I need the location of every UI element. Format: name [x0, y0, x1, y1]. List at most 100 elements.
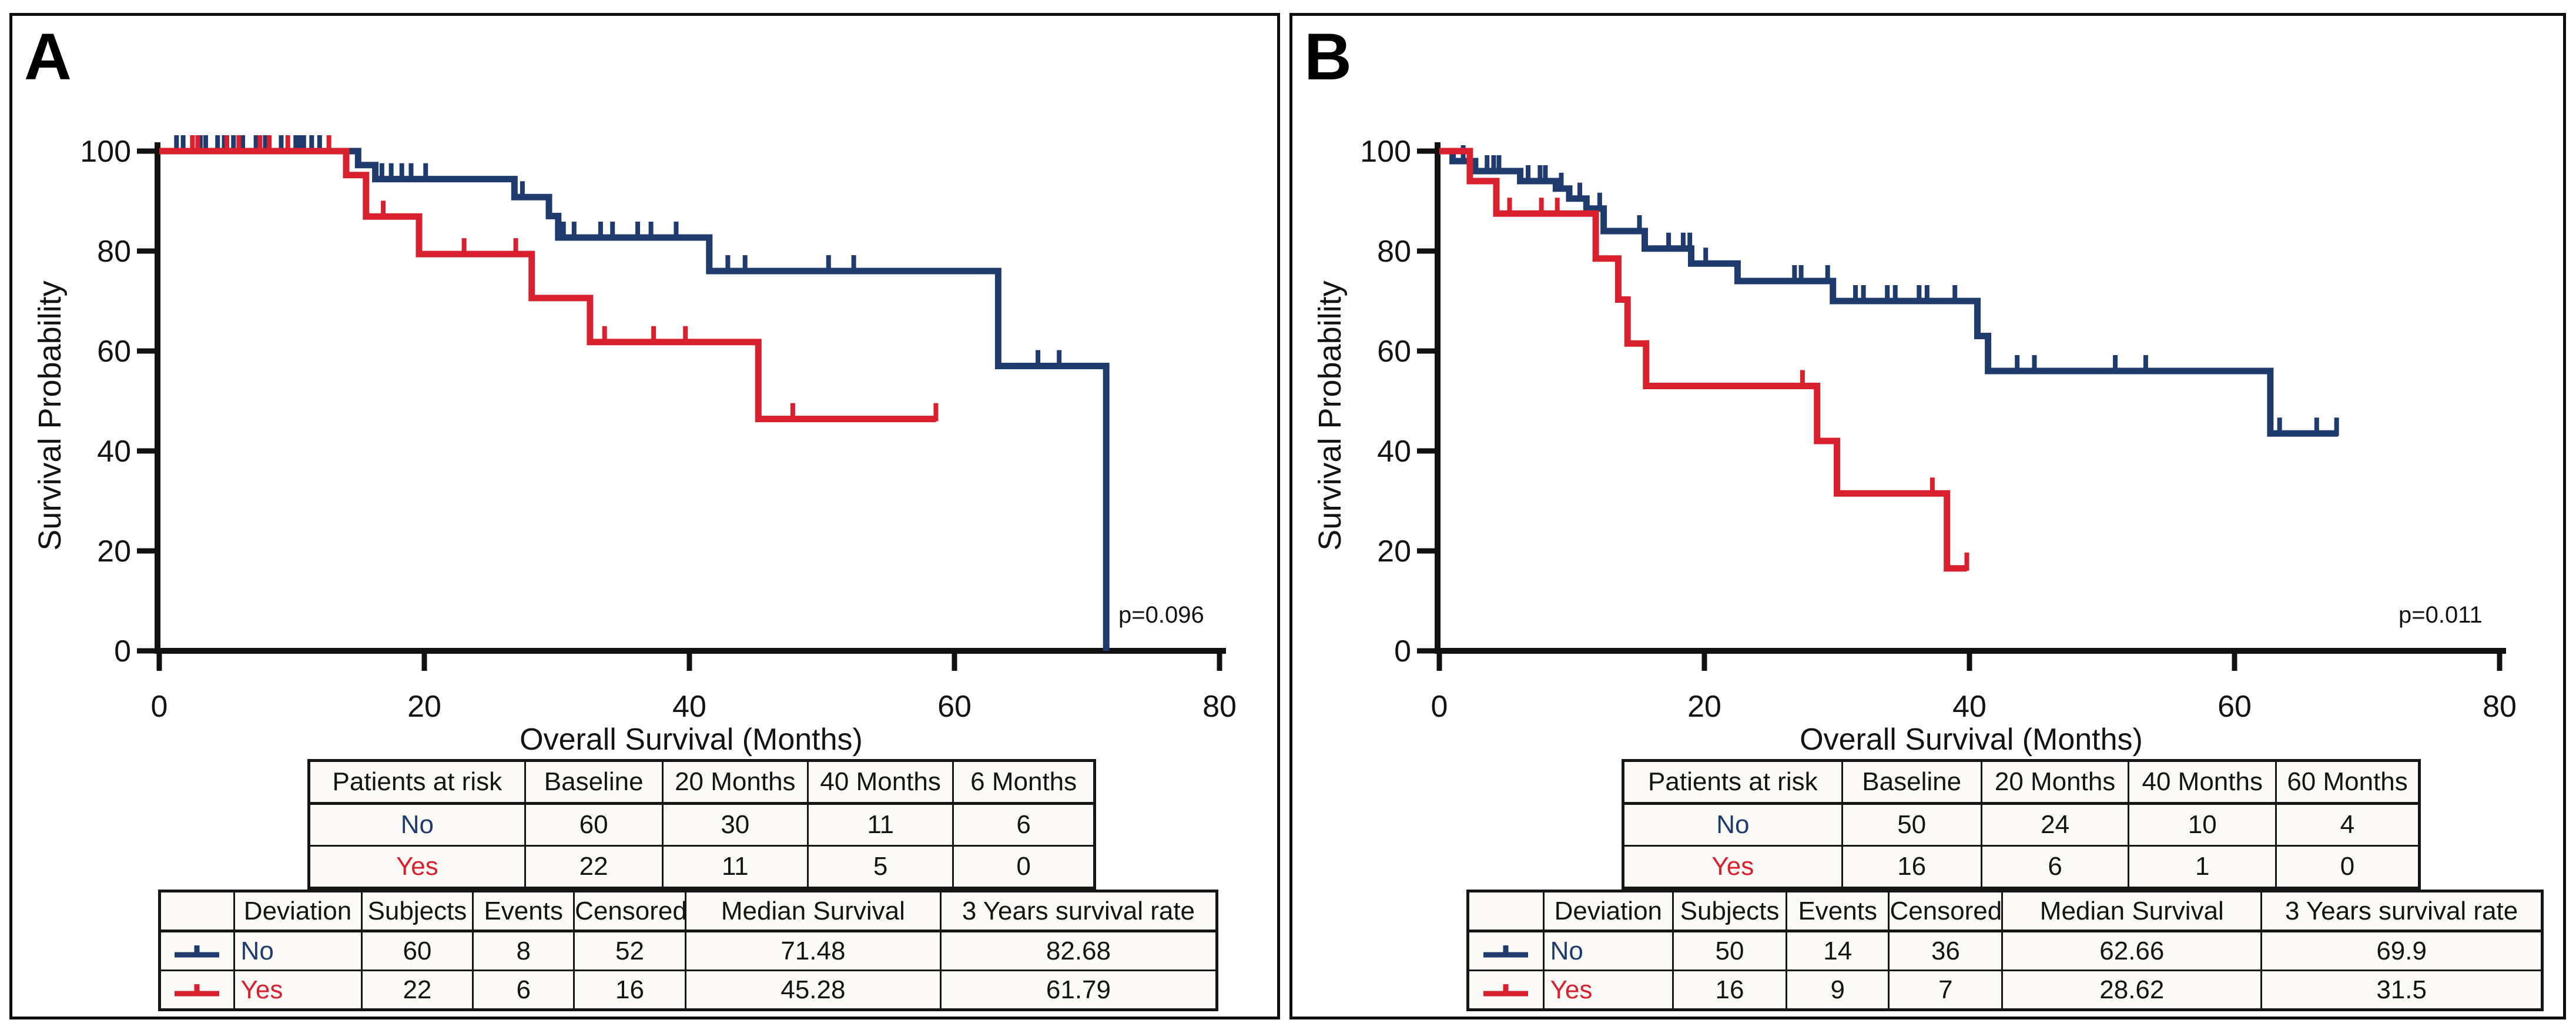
x-tick-label: 20 — [1687, 690, 1721, 724]
table-value-cell: 60 — [360, 930, 474, 971]
table-value-cell: 5 — [806, 845, 954, 889]
y-axis-title: Survival Probability — [32, 280, 68, 550]
legend-swatch-cell — [1467, 970, 1545, 1011]
patients-at-risk-table-B: Patients at risk Baseline 20 Months 40 Mont… — [1622, 759, 2421, 890]
table-header-row: Patients at risk Baseline 20 Months 40 Mont… — [308, 760, 1096, 805]
table-row: Yes 22 11 5 0 — [308, 845, 1096, 889]
table-value-cell: 24 — [1980, 803, 2130, 847]
table-value-cell: 45.28 — [684, 970, 942, 1011]
x-axis-title: Overall Survival (Months) — [520, 723, 863, 757]
panel-label-B: B — [1304, 20, 1352, 93]
table-header-cell: Censored — [573, 890, 686, 932]
table-value-cell: 60 — [524, 803, 664, 847]
y-tick-label: 80 — [1377, 235, 1411, 269]
table-value-cell: 14 — [1785, 930, 1890, 971]
x-tick-label: 40 — [672, 690, 706, 724]
survival-curve-yes — [1439, 148, 1967, 572]
x-tick-label: 80 — [1202, 690, 1237, 724]
legend-swatch-cell — [159, 970, 235, 1011]
table-value-cell: 52 — [573, 930, 686, 971]
table-header-cell: Deviation — [1542, 890, 1674, 932]
survival-curve-no — [1439, 148, 2338, 437]
table-value-cell: 82.68 — [939, 930, 1218, 971]
y-tick-label: 60 — [1377, 335, 1411, 369]
table-value-cell: 31.5 — [2260, 970, 2543, 1011]
legend-line-swatch — [175, 984, 220, 996]
y-tick-label: 40 — [97, 434, 131, 469]
table-value-cell: 50 — [1841, 803, 1982, 847]
group-label-no: No — [1622, 803, 1843, 847]
survival-curve-yes — [159, 148, 936, 423]
panel-B: B 0 20 40 60 80 0 20 40 60 80 100 Overall Survival … — [1289, 13, 2566, 1019]
table-header-cell: Censored — [1888, 890, 2004, 932]
table-header-cell: Deviation — [233, 890, 363, 932]
table-row: No 50 24 10 4 — [1622, 803, 2420, 847]
legend-line-swatch — [1483, 945, 1529, 957]
table-header-cell: 20 Months — [661, 760, 809, 805]
table-header-cell — [159, 890, 235, 932]
x-tick-label: 60 — [937, 690, 972, 724]
table-value-cell: 10 — [2128, 803, 2277, 847]
table-value-cell: 8 — [472, 930, 575, 971]
p-value-label: p=0.011 — [2399, 602, 2483, 628]
table-header-cell: Patients at risk — [1622, 760, 1843, 805]
x-tick-label: 20 — [407, 690, 441, 724]
table-header-cell: Subjects — [360, 890, 474, 932]
table-value-cell: 71.48 — [684, 930, 942, 971]
table-header-cell: 3 Years survival rate — [2260, 890, 2543, 932]
p-value-label: p=0.096 — [1118, 602, 1204, 628]
table-value-cell: 11 — [806, 803, 954, 847]
table-value-cell: 50 — [1672, 930, 1787, 971]
x-axis-title: Overall Survival (Months) — [1800, 723, 2143, 757]
table-value-cell: 6 — [952, 803, 1096, 847]
table-header-cell: 6 Months — [952, 760, 1096, 805]
y-tick-label: 20 — [1377, 534, 1411, 569]
table-header-row: Deviation Subjects Events Censored Median Su… — [159, 890, 1218, 932]
x-tick-label: 60 — [2217, 690, 2252, 724]
group-label-no: No — [1542, 930, 1674, 971]
x-tick-label: 80 — [2483, 690, 2517, 724]
table-header-cell: 3 Years survival rate — [939, 890, 1218, 932]
y-tick-label: 0 — [114, 634, 131, 668]
table-row: Yes 16 6 1 0 — [1622, 845, 2420, 889]
survival-stats-table-A: Deviation Subjects Events Censored Median Su… — [158, 890, 1218, 1011]
table-value-cell: 62.66 — [2001, 930, 2263, 971]
table-header-cell: 40 Months — [2128, 760, 2277, 805]
table-header-cell: Events — [1785, 890, 1890, 932]
table-header-cell: Median Survival — [684, 890, 942, 932]
table-row: Yes 22 6 16 45.28 61.79 — [159, 970, 1218, 1011]
group-label-no: No — [308, 803, 526, 847]
y-tick-label: 80 — [97, 235, 131, 269]
table-header-cell: 60 Months — [2275, 760, 2420, 805]
table-value-cell: 0 — [2275, 845, 2420, 889]
x-tick-label: 40 — [1952, 690, 1987, 724]
legend-swatch-cell — [1467, 930, 1545, 971]
table-row: No 50 14 36 62.66 69.9 — [1467, 930, 2543, 971]
table-value-cell: 0 — [952, 845, 1096, 889]
table-header-cell: Baseline — [524, 760, 664, 805]
legend-line-swatch — [175, 945, 220, 957]
y-tick-label: 0 — [1394, 634, 1411, 668]
table-header-cell: Patients at risk — [308, 760, 526, 805]
y-tick-label: 20 — [97, 534, 131, 569]
table-value-cell: 6 — [472, 970, 575, 1011]
table-value-cell: 1 — [2128, 845, 2277, 889]
group-label-yes: Yes — [1622, 845, 1843, 889]
y-tick-label: 40 — [1377, 434, 1411, 469]
panel-A: A 0 20 40 60 80 0 20 40 60 80 100 Overall Survival … — [9, 13, 1280, 1019]
table-header-cell: Events — [472, 890, 575, 932]
table-value-cell: 16 — [573, 970, 686, 1011]
table-value-cell: 9 — [1785, 970, 1890, 1011]
legend-swatch-cell — [159, 930, 235, 971]
km-chart-B: 0 20 40 60 80 0 20 40 60 80 100 Overall Survival (M… — [1312, 135, 2517, 757]
table-value-cell: 36 — [1888, 930, 2004, 971]
table-value-cell: 4 — [2275, 803, 2420, 847]
table-value-cell: 30 — [661, 803, 809, 847]
y-tick-label: 60 — [97, 335, 131, 369]
table-value-cell: 69.9 — [2260, 930, 2543, 971]
panel-label-A: A — [24, 20, 72, 93]
y-tick-label: 100 — [80, 135, 131, 169]
survival-stats-table-B: Deviation Subjects Events Censored Median Su… — [1466, 890, 2544, 1011]
table-value-cell: 22 — [524, 845, 664, 889]
